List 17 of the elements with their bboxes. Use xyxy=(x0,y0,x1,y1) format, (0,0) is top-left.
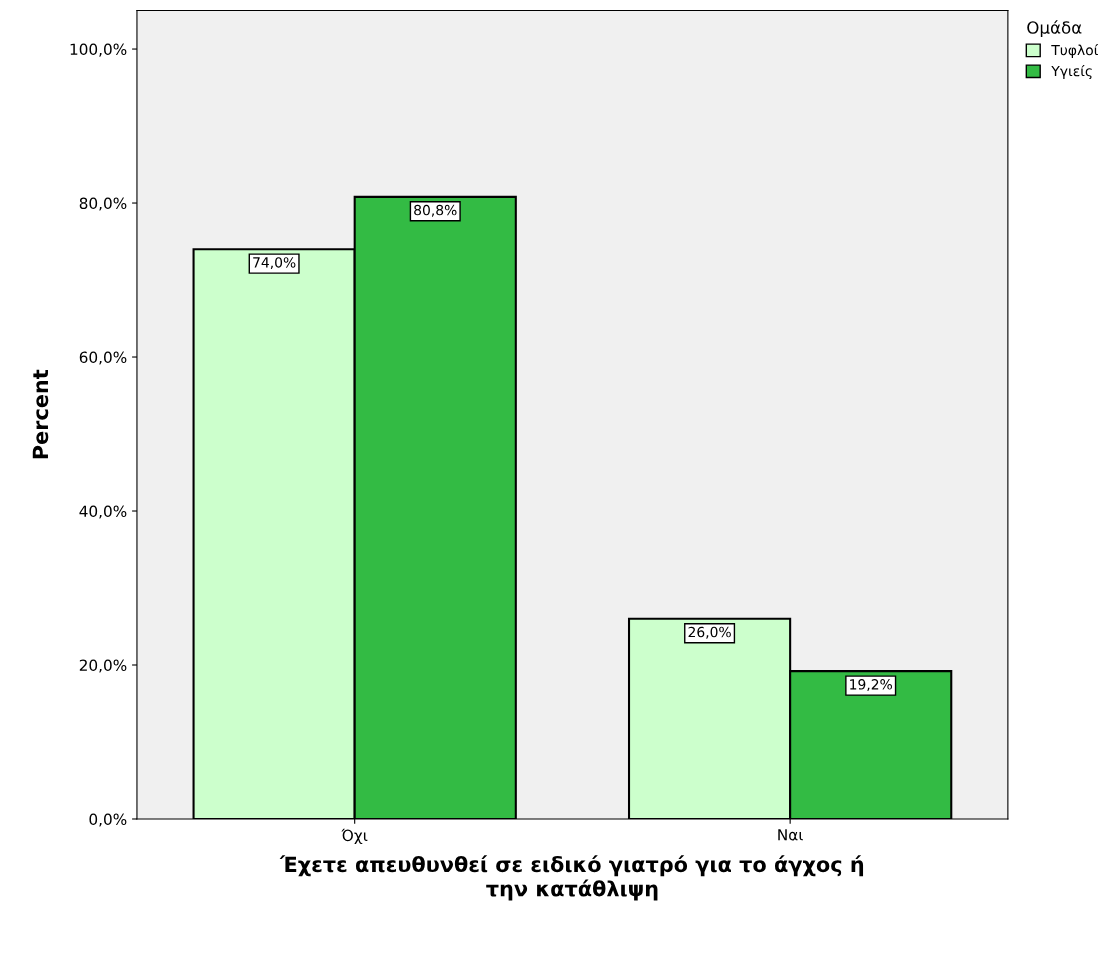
legend-label: Υγιείς xyxy=(1051,64,1092,79)
data-label: 80,8% xyxy=(414,204,457,217)
data-label: 74,0% xyxy=(253,257,296,270)
data-label: 26,0% xyxy=(688,626,731,639)
legend-title: Ομάδα xyxy=(1027,20,1082,38)
y-axis-title: Percent xyxy=(32,369,49,459)
x-axis-title: Έχετε απευθυνθεί σε ειδικό γιατρό για το άγχος ή την κατάθλιψη xyxy=(279,855,864,901)
y-tick-label: 20,0% xyxy=(79,659,127,673)
x-tick-label: Όχι xyxy=(341,828,368,845)
y-tick-label: 40,0% xyxy=(79,505,127,519)
data-label: 19,2% xyxy=(850,679,892,692)
legend-label: Τυφλοί xyxy=(1051,44,1099,59)
y-tick-label: 80,0% xyxy=(79,197,127,211)
y-tick-label: 60,0% xyxy=(79,351,127,365)
y-tick-label: 0,0% xyxy=(89,813,127,827)
x-tick-label: Ναι xyxy=(778,829,803,841)
y-tick-label: 100,0% xyxy=(70,43,127,57)
